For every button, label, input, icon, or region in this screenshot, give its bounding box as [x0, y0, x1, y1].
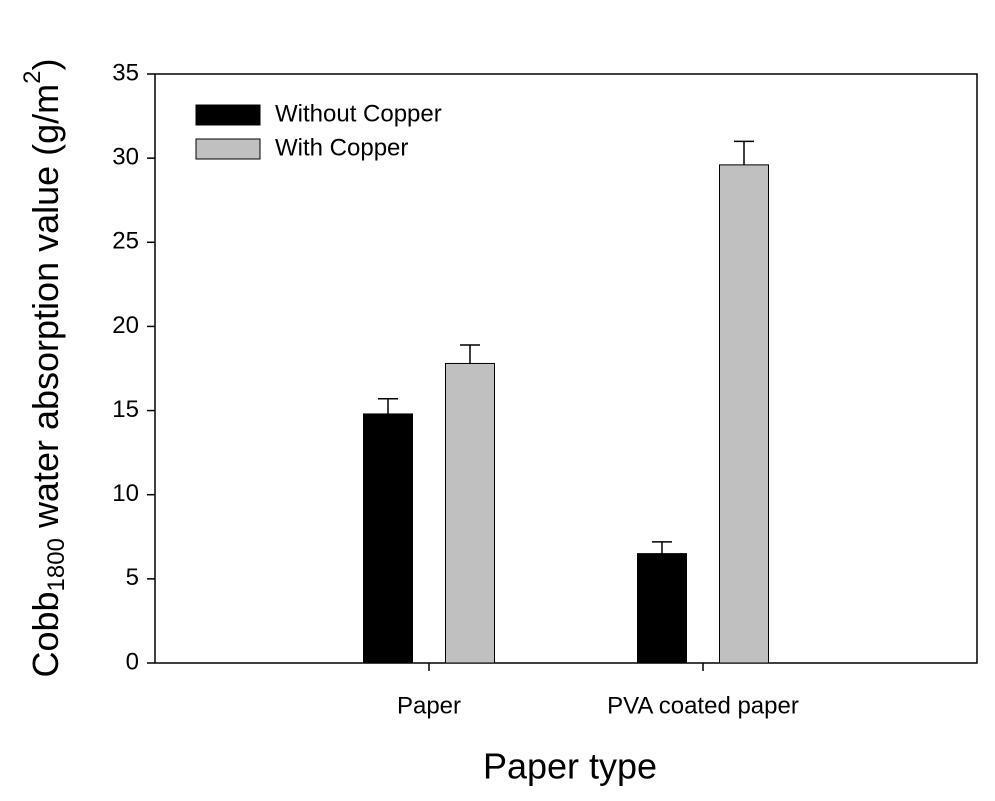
plot-frame	[154, 73, 978, 664]
y-label-part: water absorption value (g/m	[25, 84, 66, 538]
y-label-sub: 1800	[43, 538, 70, 591]
x-axis-label: Paper type	[483, 746, 657, 787]
y-tick-label: 35	[112, 59, 139, 86]
bar	[637, 553, 687, 664]
x-tick-label: PVA coated paper	[607, 692, 799, 719]
error-bar	[378, 398, 398, 414]
y-tick-label: 25	[112, 228, 139, 255]
y-tick-label: 20	[112, 312, 139, 339]
y-label-part: )	[25, 58, 66, 70]
legend-swatch	[195, 138, 261, 160]
y-label-sup: 2	[19, 70, 46, 83]
y-tick-label: 0	[126, 648, 139, 675]
legend-label: With Copper	[275, 134, 408, 161]
bar	[719, 164, 769, 664]
y-axis-label: Cobb1800 water absorption value (g/m2)	[19, 58, 70, 677]
error-bar	[460, 344, 480, 364]
bar	[445, 362, 495, 664]
error-bar	[734, 140, 754, 165]
bar	[363, 413, 413, 664]
y-tick-label: 15	[112, 396, 139, 423]
legend-swatch	[195, 104, 261, 126]
legend-label: Without Copper	[275, 100, 442, 127]
error-bar	[652, 541, 672, 554]
y-label-part: Cobb	[25, 591, 66, 677]
y-tick-label: 10	[112, 480, 139, 507]
y-tick-label: 30	[112, 143, 139, 170]
y-tick-label: 5	[126, 564, 139, 591]
x-tick-label: Paper	[397, 692, 461, 719]
